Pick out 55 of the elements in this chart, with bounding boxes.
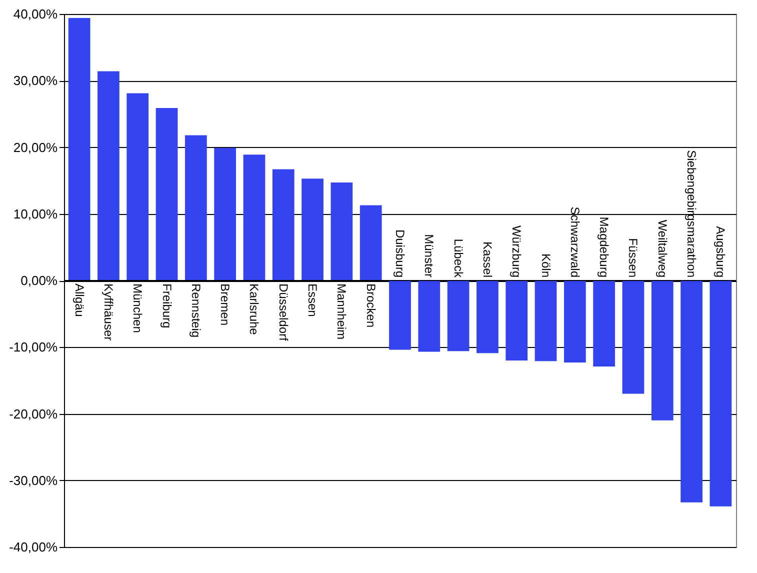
bar	[68, 18, 90, 280]
y-tick-label: -30,00%	[9, 472, 58, 488]
y-tick-label: 20,00%	[13, 140, 58, 155]
x-tick-label: Münster	[422, 234, 436, 278]
bar	[272, 169, 294, 280]
x-tick-label: Lübeck	[451, 238, 466, 278]
x-tick-label: Karlsruhe	[247, 284, 262, 336]
x-tick-label: Duisburg	[393, 229, 407, 278]
x-tick-label: Würzburg	[510, 225, 524, 278]
bar	[593, 280, 616, 366]
bar	[418, 280, 440, 352]
bar	[506, 280, 528, 360]
x-tick-label: Düsseldorf	[276, 284, 290, 342]
bar	[302, 178, 324, 280]
bar	[156, 108, 178, 280]
x-tick-label: München	[130, 284, 145, 333]
x-tick-label: Brocken	[364, 284, 378, 328]
x-tick-label: Freiburg	[160, 284, 174, 328]
x-tick-label: Kassel	[480, 241, 494, 278]
bar	[447, 280, 470, 352]
x-tick-label: Kyffhäuser	[101, 284, 116, 341]
bar	[680, 280, 702, 502]
x-tick-label: Schwarzwald	[568, 206, 582, 278]
bar	[98, 71, 120, 280]
x-tick-label: Magdeburg	[597, 216, 612, 278]
bar	[360, 205, 382, 280]
x-tick-label: Mannheim	[334, 284, 349, 340]
bar	[126, 93, 149, 280]
y-tick-label: -20,00%	[9, 406, 58, 422]
x-tick-label: Rennsteig	[188, 284, 203, 338]
bar	[710, 280, 732, 506]
bar	[622, 280, 644, 394]
bar	[651, 280, 674, 420]
bar	[564, 280, 586, 362]
bar	[534, 280, 557, 362]
x-tick-label: Füssen	[626, 238, 640, 278]
x-tick-label: Köln	[538, 253, 553, 278]
y-tick-label: -40,00%	[9, 540, 58, 554]
x-tick-label: Essen	[306, 284, 320, 317]
x-tick-label: Weiltalweg	[655, 220, 670, 278]
y-tick-label: 30,00%	[13, 73, 58, 88]
bar	[184, 135, 207, 280]
bar	[330, 182, 353, 280]
x-tick-label: Augsburg	[714, 226, 728, 278]
y-tick-label: 0,00%	[20, 273, 58, 288]
x-tick-label: Allgäu	[72, 284, 86, 317]
bar	[476, 280, 498, 354]
x-tick-label: Bremen	[218, 284, 232, 326]
y-tick-label: -10,00%	[9, 340, 58, 355]
y-tick-label: 40,00%	[13, 6, 58, 22]
bar	[214, 148, 236, 280]
bar	[243, 154, 266, 280]
x-tick-label: Siebengebirgsmarathon	[684, 150, 699, 278]
y-tick-label: 10,00%	[13, 206, 58, 222]
bar	[389, 280, 411, 350]
